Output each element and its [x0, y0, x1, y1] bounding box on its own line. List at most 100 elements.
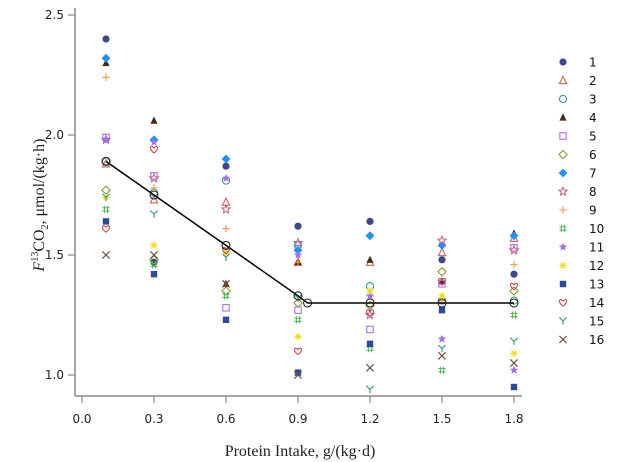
data-point	[509, 365, 519, 374]
legend-item: 13	[559, 278, 604, 292]
data-point	[221, 154, 231, 164]
legend-label: 13	[589, 278, 604, 292]
legend-label: 14	[589, 296, 604, 310]
data-point	[148, 172, 160, 183]
data-point	[150, 116, 158, 124]
legend-marker	[558, 75, 568, 85]
series-11	[101, 135, 519, 374]
legend-item: 3	[558, 93, 597, 107]
data-point	[220, 203, 232, 215]
legend-item: 2	[558, 74, 597, 88]
legend-label: 15	[589, 315, 604, 329]
data-point	[149, 137, 159, 146]
data-point	[150, 184, 158, 192]
data-point	[150, 241, 158, 249]
data-point	[293, 245, 303, 255]
legend-item: 10	[559, 222, 604, 236]
data-point	[436, 234, 448, 246]
data-point	[222, 246, 230, 255]
data-point	[221, 253, 231, 261]
data-point	[102, 35, 110, 43]
legend-label: 10	[589, 222, 604, 236]
data-point	[221, 286, 231, 296]
data-point	[149, 210, 159, 218]
y-axis-title-f: F	[31, 261, 48, 272]
legend-item: 8	[557, 185, 597, 199]
legend-item: 15	[558, 315, 604, 329]
data-point	[222, 162, 230, 170]
data-point	[221, 173, 231, 182]
data-point	[437, 351, 447, 360]
series-3	[101, 157, 519, 305]
data-point	[510, 261, 518, 269]
data-point	[101, 250, 111, 260]
data-point	[510, 311, 518, 319]
data-point	[150, 145, 158, 154]
legend-marker	[558, 242, 568, 251]
data-point	[438, 292, 446, 300]
x-tick-label: 1.2	[360, 412, 379, 426]
data-point	[365, 363, 375, 372]
data-point	[438, 366, 446, 374]
fit-point	[509, 298, 519, 308]
fit-point	[221, 240, 231, 250]
data-point	[365, 231, 375, 241]
legend-label: 7	[589, 167, 597, 181]
series-15	[101, 193, 519, 393]
data-point	[101, 53, 111, 63]
legend-item: 4	[559, 111, 597, 125]
data-point	[509, 286, 519, 296]
data-point	[222, 292, 230, 300]
x-tick-label: 0.9	[288, 412, 307, 426]
data-point	[366, 345, 374, 353]
y-axis-title-sub: 2	[40, 224, 51, 229]
data-point	[366, 255, 374, 263]
series-6	[101, 185, 519, 311]
legend-marker	[558, 94, 568, 104]
data-point	[294, 258, 302, 266]
data-point	[294, 333, 302, 341]
fit-point	[293, 291, 303, 301]
data-point	[102, 73, 110, 81]
data-point	[101, 193, 111, 201]
data-point	[222, 304, 230, 312]
legend-label: 8	[589, 185, 597, 199]
data-point	[366, 309, 374, 317]
y-axis-title: F13CO2, μmol/(kg·h)	[30, 139, 51, 273]
x-axis-ticks: 0.0 0.3 0.6 0.9 1.2 1.5 1.8	[72, 396, 524, 426]
series-8	[100, 134, 520, 320]
legend-marker	[559, 113, 567, 121]
series-2	[101, 158, 519, 266]
legend-item: 5	[559, 130, 597, 144]
data-point	[509, 358, 519, 368]
y-tick-label: 1.0	[45, 368, 64, 382]
y-axis-title-sup: 13	[30, 252, 41, 262]
x-tick-label: 1.8	[504, 412, 523, 426]
data-point	[438, 256, 446, 264]
fit-line-group	[101, 156, 519, 308]
data-point	[510, 349, 518, 357]
legend-label: 3	[589, 93, 597, 107]
data-point	[510, 282, 518, 291]
legend-label: 11	[589, 241, 604, 255]
data-points	[100, 35, 520, 393]
x-tick-label: 0.0	[72, 412, 91, 426]
data-point	[221, 279, 231, 288]
legend-item: 16	[558, 333, 604, 347]
data-point	[294, 347, 302, 356]
fit-point	[365, 298, 375, 308]
data-point	[294, 316, 302, 324]
legend-marker	[559, 280, 567, 288]
legend-item: 6	[558, 148, 597, 162]
legend-label: 4	[589, 111, 597, 125]
legend-marker	[557, 185, 569, 197]
data-point	[508, 244, 520, 255]
legend-item: 7	[558, 167, 597, 181]
legend-item: 12	[559, 259, 604, 273]
legend-marker	[558, 316, 568, 325]
data-point	[150, 261, 158, 269]
data-point	[293, 298, 303, 308]
legend-marker	[559, 132, 567, 140]
data-point	[150, 271, 158, 278]
